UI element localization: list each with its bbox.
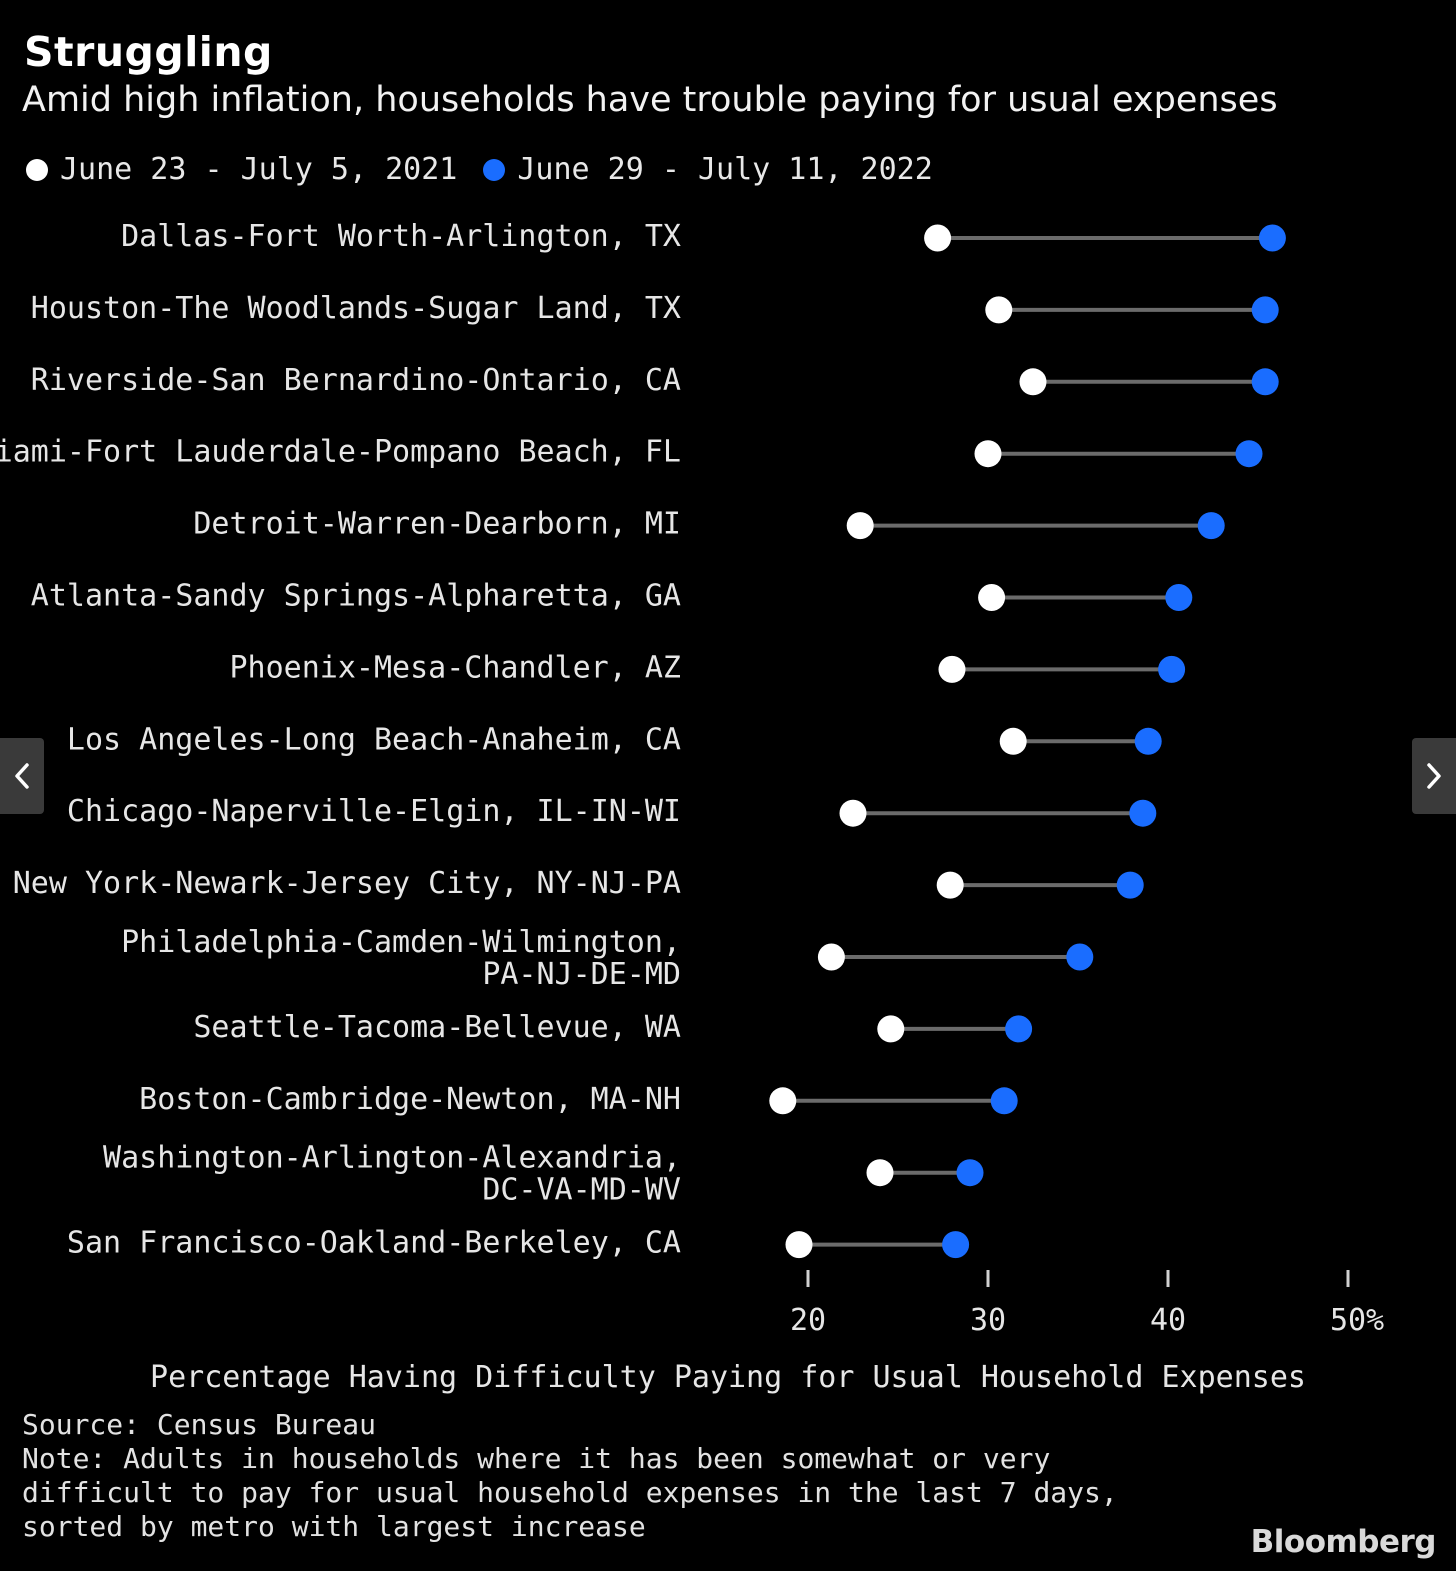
- category-label-phoenix-mesa-chandler: Phoenix-Mesa-Chandler, AZ: [229, 650, 681, 685]
- category-label-miami-fort-lauderdale-pompano-beach: Miami-Fort Lauderdale-Pompano Beach, FL: [0, 435, 681, 470]
- point-2022-phoenix-mesa-chandler: [1158, 655, 1186, 683]
- point-2021-atlanta-sandy-springs-alpharetta: [978, 584, 1006, 611]
- point-2022-philadelphia-camden-wilmington: [1066, 943, 1094, 971]
- point-2021-seattle-tacoma-bellevue: [877, 1015, 905, 1043]
- category-label-riverside-san-bernardino-ontario: Riverside-San Bernardino-Ontario, CA: [31, 363, 681, 398]
- category-label-detroit-warren-dearborn: Detroit-Warren-Dearborn, MI: [193, 507, 681, 542]
- category-label-seattle-tacoma-bellevue: Seattle-Tacoma-Bellevue, WA: [193, 1010, 681, 1045]
- point-2021-chicago-naperville-elgin: [839, 799, 867, 827]
- category-label-atlanta-sandy-springs-alpharetta: Atlanta-Sandy Springs-Alpharetta, GA: [31, 579, 681, 614]
- legend-marker-2022: [483, 158, 506, 181]
- point-2022-miami-fort-lauderdale-pompano-beach: [1235, 440, 1263, 468]
- legend-label-2022: June 29 - July 11, 2022: [517, 152, 933, 187]
- point-2022-detroit-warren-dearborn: [1197, 512, 1225, 540]
- bloomberg-logo: Bloomberg: [1250, 1524, 1437, 1560]
- point-2022-san-francisco-oakland-berkeley: [942, 1231, 970, 1259]
- point-2022-seattle-tacoma-bellevue: [1005, 1015, 1033, 1043]
- source-note: Source: Census Bureau: [22, 1408, 377, 1441]
- chart-title: Struggling: [24, 28, 273, 76]
- point-2021-philadelphia-camden-wilmington: [817, 943, 845, 971]
- previous-slide-button[interactable]: [0, 738, 44, 814]
- category-label-new-york-newark-jersey-city: New York-Newark-Jersey City, NY-NJ-PA: [13, 866, 681, 901]
- chart-subtitle: Amid high inflation, households have tro…: [22, 80, 1278, 120]
- x-tick-label-30: 30: [970, 1303, 1006, 1338]
- x-tick-label-40: 40: [1150, 1303, 1186, 1338]
- legend-marker-2021: [26, 158, 48, 181]
- x-axis-label: Percentage Having Difficulty Paying for …: [150, 1360, 1306, 1395]
- point-2021-riverside-san-bernardino-ontario: [1019, 368, 1047, 396]
- point-2021-san-francisco-oakland-berkeley: [785, 1231, 813, 1259]
- chevron-left-icon: [15, 763, 29, 789]
- point-2022-chicago-naperville-elgin: [1129, 799, 1157, 827]
- point-2022-riverside-san-bernardino-ontario: [1251, 368, 1279, 396]
- point-2021-detroit-warren-dearborn: [846, 512, 874, 540]
- point-2021-boston-cambridge-newton: [769, 1087, 797, 1115]
- methodology-note: Note: Adults in households where it has …: [22, 1442, 1118, 1543]
- legend-item-2021: June 23 - July 5, 2021: [26, 152, 457, 187]
- legend-label-2021: June 23 - July 5, 2021: [60, 152, 458, 187]
- legend: June 23 - July 5, 2021 June 29 - July 11…: [26, 152, 959, 187]
- point-2022-dallas-fort-worth-arlington: [1258, 224, 1286, 252]
- category-label-chicago-naperville-elgin: Chicago-Naperville-Elgin, IL-IN-WI: [67, 794, 681, 829]
- point-2022-boston-cambridge-newton: [990, 1087, 1018, 1115]
- category-label-san-francisco-oakland-berkeley: San Francisco-Oakland-Berkeley, CA: [67, 1226, 681, 1261]
- legend-item-2022: June 29 - July 11, 2022: [483, 152, 933, 187]
- point-2022-houston-the-woodlands-sugar-land: [1251, 296, 1279, 324]
- point-2021-dallas-fort-worth-arlington: [924, 224, 952, 252]
- category-label-washington-arlington-alexandria: Washington-Arlington-Alexandria, DC-VA-MD…: [103, 1141, 681, 1208]
- x-tick-label-20: 20: [790, 1303, 826, 1338]
- category-label-boston-cambridge-newton: Boston-Cambridge-Newton, MA-NH: [139, 1082, 681, 1117]
- category-label-dallas-fort-worth-arlington: Dallas-Fort Worth-Arlington, TX: [121, 219, 681, 254]
- point-2021-phoenix-mesa-chandler: [938, 655, 966, 683]
- point-2022-los-angeles-long-beach-anaheim: [1134, 727, 1162, 755]
- category-label-los-angeles-long-beach-anaheim: Los Angeles-Long Beach-Anaheim, CA: [67, 722, 681, 757]
- category-label-houston-the-woodlands-sugar-land: Houston-The Woodlands-Sugar Land, TX: [31, 291, 681, 326]
- x-tick-label-50: 50%: [1330, 1303, 1384, 1338]
- point-2021-los-angeles-long-beach-anaheim: [999, 727, 1027, 755]
- dumbbell-chart: Dallas-Fort Worth-Arlington, TX Houston-T…: [0, 219, 1384, 1395]
- point-2021-washington-arlington-alexandria: [866, 1159, 894, 1187]
- point-2022-atlanta-sandy-springs-alpharetta: [1165, 584, 1193, 611]
- category-label-philadelphia-camden-wilmington: Philadelphia-Camden-Wilmington, PA-NJ-DE-…: [121, 925, 681, 992]
- chevron-right-icon: [1427, 763, 1441, 789]
- point-2022-new-york-newark-jersey-city: [1116, 871, 1144, 899]
- point-2021-miami-fort-lauderdale-pompano-beach: [974, 440, 1002, 468]
- point-2021-houston-the-woodlands-sugar-land: [985, 296, 1013, 324]
- point-2021-new-york-newark-jersey-city: [936, 871, 964, 899]
- next-slide-button[interactable]: [1412, 738, 1456, 814]
- point-2022-washington-arlington-alexandria: [956, 1159, 984, 1187]
- chart-footer: Source: Census Bureau Note: Adults in ho…: [22, 1408, 1202, 1544]
